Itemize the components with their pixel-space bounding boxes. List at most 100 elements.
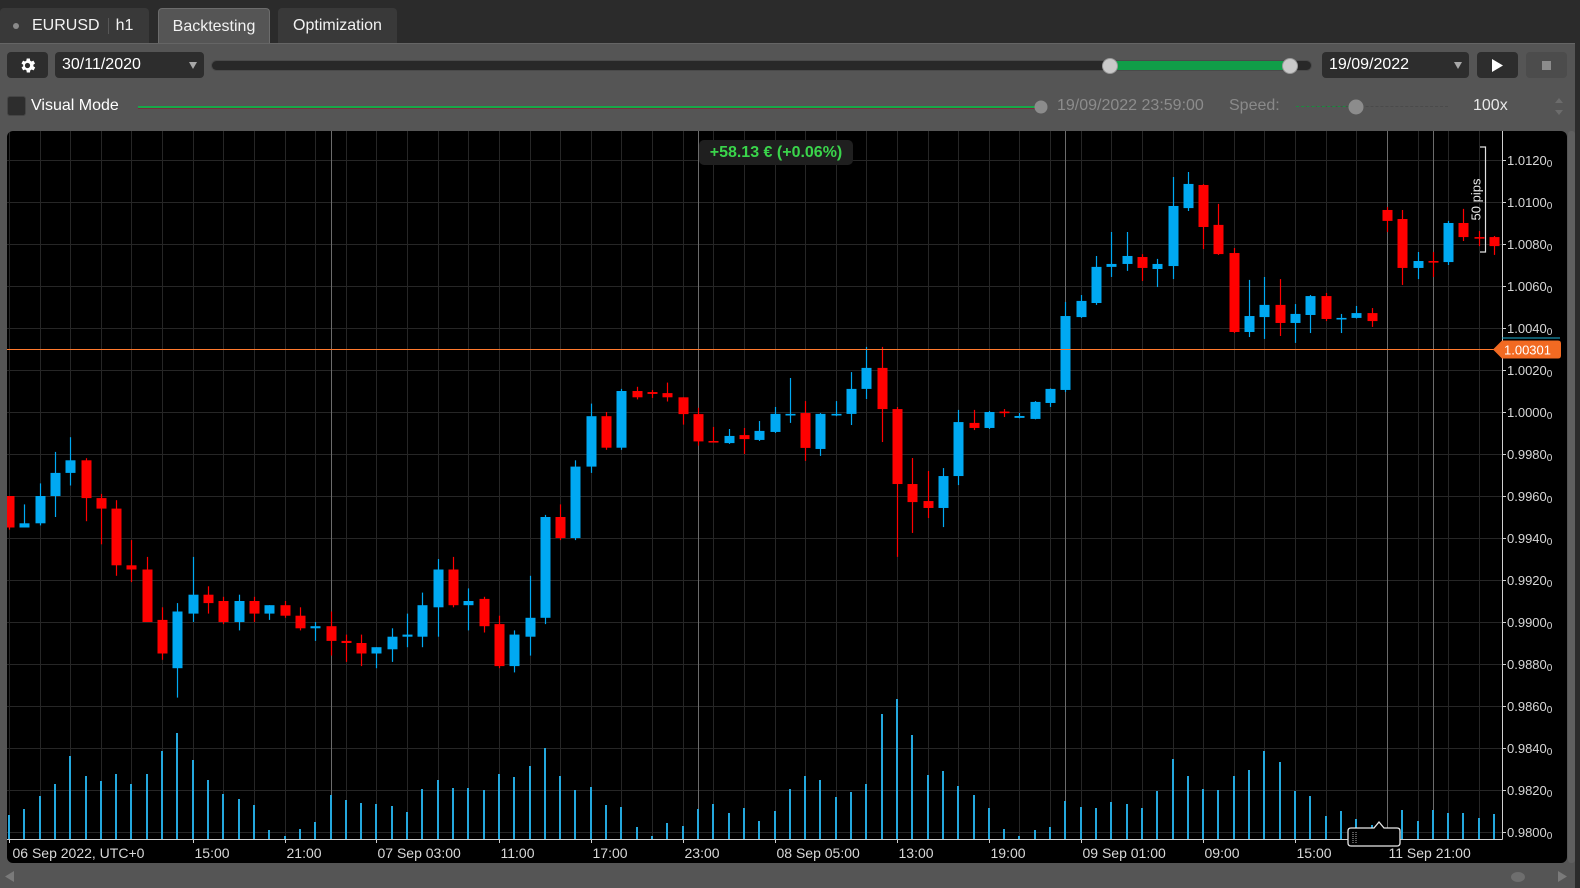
volume-bar — [1034, 830, 1036, 839]
candle-bullish — [1122, 255, 1133, 264]
candle-bullish — [310, 626, 321, 629]
candle-bearish — [1213, 224, 1224, 255]
status-dot-icon — [13, 22, 19, 29]
play-button[interactable] — [1477, 52, 1518, 78]
candle-bearish — [1382, 209, 1393, 221]
tab-backtesting[interactable]: Backtesting — [158, 8, 270, 44]
volume-bar — [1462, 813, 1464, 839]
price-tick-label: 0.99400 — [1507, 531, 1553, 548]
chart-canvas[interactable]: 1.01200 1.01000 1.00800 1.00600 1.00400 1.002… — [7, 131, 1567, 863]
candle-bullish — [1305, 296, 1316, 315]
candle-bullish — [463, 601, 474, 606]
start-date-dropdown[interactable]: 30/11/2020 — [55, 52, 204, 78]
volume-series — [8, 699, 1495, 839]
candle-bullish — [1259, 304, 1270, 318]
stop-button[interactable] — [1526, 52, 1567, 78]
volume-bar — [222, 794, 224, 839]
time-tick-label: 09:00 — [1205, 845, 1240, 861]
volume-bar — [1018, 836, 1020, 839]
candle-bearish — [218, 601, 229, 622]
vertical-scrollbar[interactable] — [1568, 131, 1575, 863]
volume-bar — [483, 790, 485, 839]
scroll-marker-box[interactable] — [1347, 820, 1401, 847]
candle-bearish — [280, 605, 291, 616]
candle-bullish — [417, 605, 428, 637]
price-tick-label: 0.99200 — [1507, 573, 1553, 590]
candle-bearish — [1275, 304, 1286, 323]
volume-bar — [942, 771, 944, 839]
volume-bar — [1417, 821, 1419, 839]
tab-optimization[interactable]: Optimization — [278, 8, 397, 43]
end-date-dropdown[interactable]: 19/09/2022 — [1322, 52, 1469, 78]
price-tick-label: 1.00800 — [1507, 237, 1553, 254]
scroll-left-icon[interactable] — [5, 871, 14, 882]
horizontal-scroll-thumb[interactable] — [1511, 872, 1525, 882]
volume-bar — [1493, 814, 1495, 839]
volume-bar — [758, 821, 760, 839]
spinner-up-icon[interactable] — [1555, 98, 1563, 103]
volume-bar — [1172, 759, 1174, 839]
price-chart[interactable]: 1.01200 1.01000 1.00800 1.00600 1.00400 1.002… — [7, 131, 1567, 863]
time-tick-label: 06 Sep 2022, UTC+0 — [13, 845, 145, 861]
candle-bearish — [81, 460, 92, 499]
candle-bullish — [188, 594, 199, 614]
volume-bar — [1309, 796, 1311, 839]
settings-button[interactable] — [7, 52, 48, 78]
price-tick-label: 0.99800 — [1507, 447, 1553, 464]
price-tick-label: 1.00600 — [1507, 279, 1553, 296]
volume-bar — [1263, 751, 1265, 839]
candle-bullish — [172, 611, 183, 669]
pips-measure-label: 50 pips — [1469, 178, 1484, 220]
chart-scroll-marker[interactable] — [1347, 820, 1401, 847]
stop-icon — [1542, 60, 1551, 70]
spinner-down-icon[interactable] — [1555, 110, 1563, 115]
volume-bar — [574, 790, 576, 839]
price-tick-label: 1.00200 — [1507, 363, 1553, 380]
range-end-handle[interactable] — [1282, 57, 1299, 74]
candle-bullish — [770, 413, 781, 432]
chevron-down-icon — [189, 62, 197, 69]
candle-bullish — [953, 422, 964, 477]
volume-bar — [1156, 791, 1158, 839]
price-tick-label: 1.00000 — [1507, 405, 1553, 422]
pipette-digit: 0 — [1547, 201, 1553, 212]
date-range-slider[interactable] — [212, 57, 1311, 74]
speed-handle[interactable] — [1348, 99, 1364, 114]
volume-bar — [636, 827, 638, 839]
speed-spinner[interactable] — [1555, 98, 1563, 116]
volume-bar — [850, 792, 852, 839]
volume-bar — [529, 766, 531, 839]
time-tick-label: 08 Sep 05:00 — [777, 845, 861, 861]
candle-bearish — [1229, 253, 1240, 332]
play-icon — [1492, 58, 1503, 72]
pipette-digit: 0 — [1547, 789, 1553, 800]
volume-bar — [498, 774, 500, 839]
speed-slider[interactable] — [1296, 106, 1448, 108]
candle-bearish — [1458, 223, 1469, 238]
scroll-right-icon[interactable] — [1558, 871, 1567, 882]
candle-bullish — [1106, 263, 1117, 267]
pipette-digit: 0 — [1547, 285, 1553, 296]
volume-bar — [743, 808, 745, 839]
price-tick-label: 1.01000 — [1507, 195, 1553, 212]
candle-bearish — [999, 411, 1010, 414]
volume-bar — [69, 756, 71, 839]
progress-handle[interactable] — [1034, 100, 1048, 114]
visual-mode-checkbox[interactable] — [7, 96, 26, 116]
candle-bearish — [479, 598, 490, 627]
tab-divider — [107, 17, 109, 34]
tab-symbol[interactable]: EURUSD h1 — [0, 8, 149, 43]
volume-bar — [728, 813, 730, 839]
price-tick-label: 0.98400 — [1507, 741, 1553, 758]
volume-bar — [774, 811, 776, 839]
range-start-handle[interactable] — [1101, 57, 1118, 74]
current-price-tag — [1493, 340, 1561, 359]
volume-bar — [682, 826, 684, 839]
volume-bar — [314, 822, 316, 839]
volume-bar — [1003, 829, 1005, 839]
candle-bearish — [126, 565, 137, 570]
volume-bar — [789, 789, 791, 839]
volume-bar — [345, 800, 347, 839]
candle-bullish — [1413, 261, 1424, 268]
volume-bar — [835, 797, 837, 839]
